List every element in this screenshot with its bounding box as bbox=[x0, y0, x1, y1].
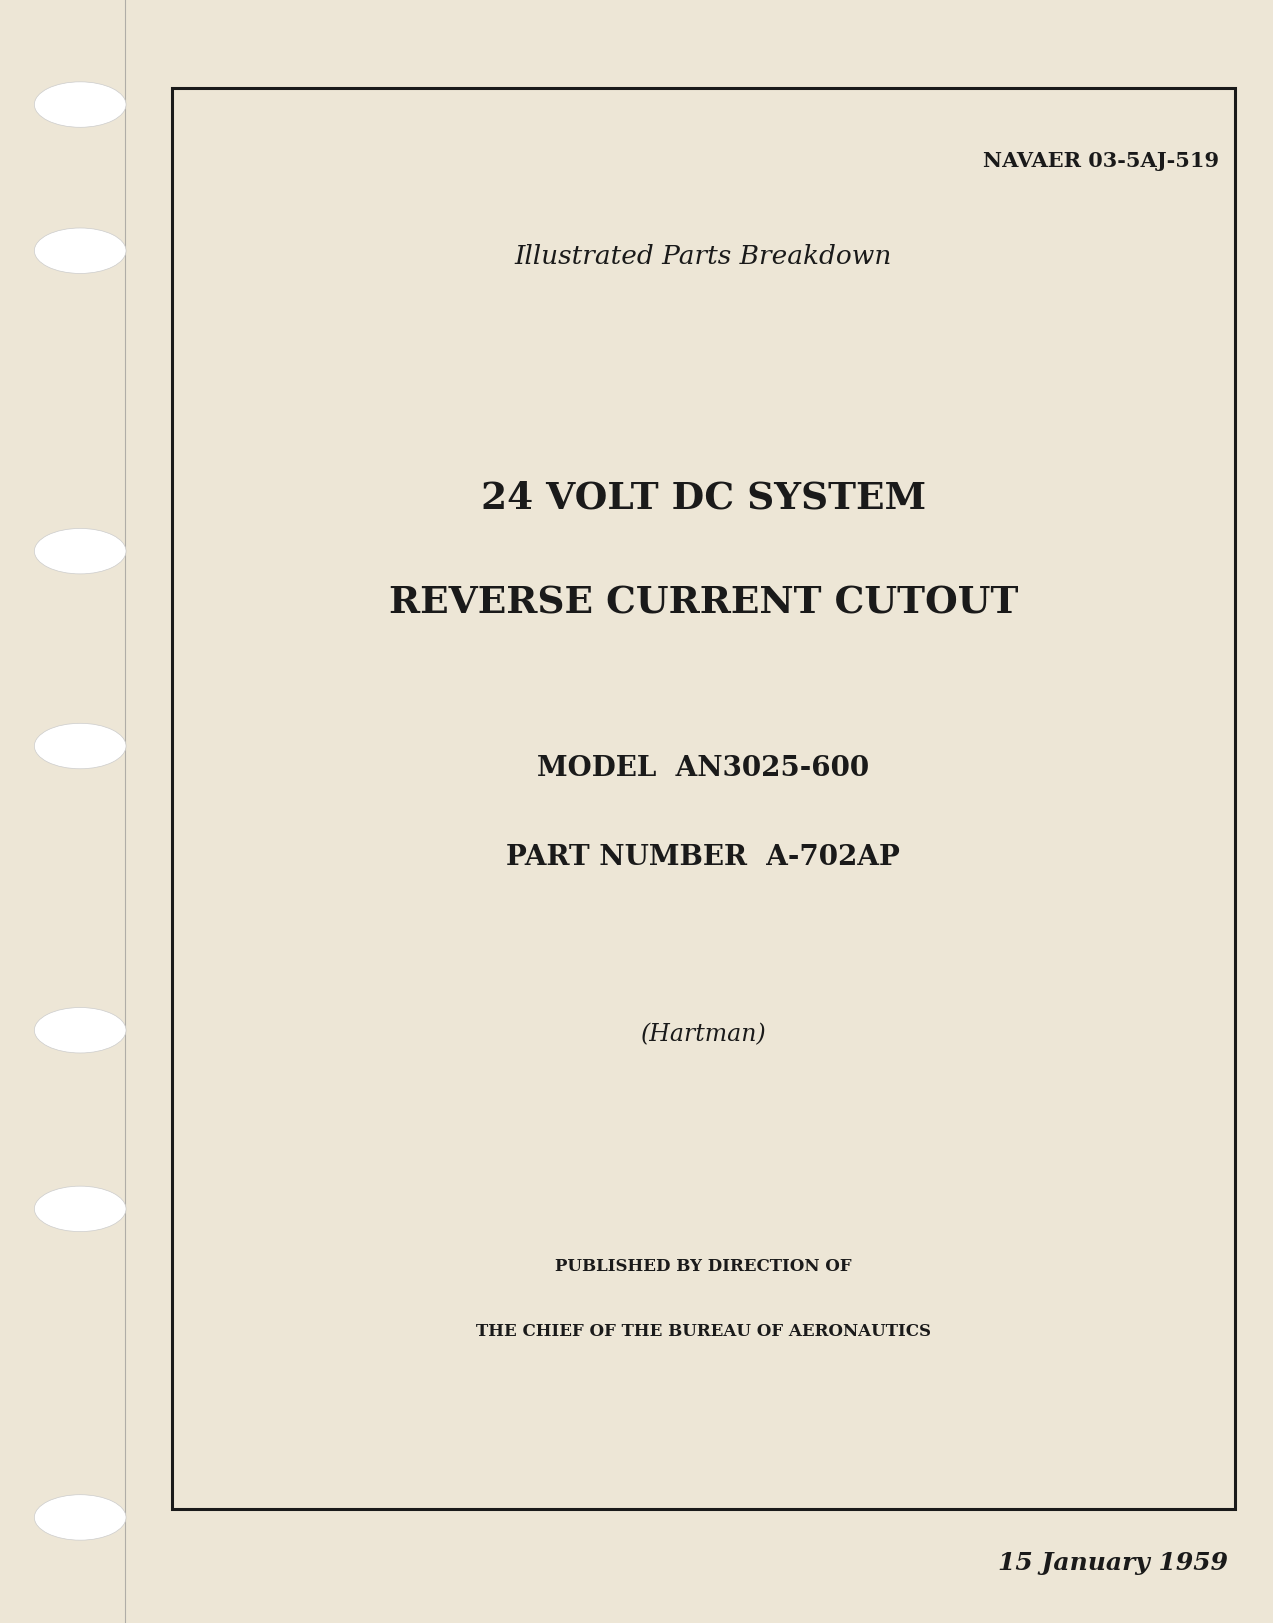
Text: PART NUMBER  A-702AP: PART NUMBER A-702AP bbox=[507, 844, 900, 872]
Ellipse shape bbox=[34, 229, 126, 274]
Text: NAVAER 03-5AJ-519: NAVAER 03-5AJ-519 bbox=[984, 151, 1220, 170]
Text: 15 January 1959: 15 January 1959 bbox=[998, 1550, 1228, 1574]
Ellipse shape bbox=[34, 83, 126, 128]
Text: Illustrated Parts Breakdown: Illustrated Parts Breakdown bbox=[514, 243, 892, 268]
Ellipse shape bbox=[34, 1495, 126, 1540]
Text: THE CHIEF OF THE BUREAU OF AERONAUTICS: THE CHIEF OF THE BUREAU OF AERONAUTICS bbox=[476, 1323, 931, 1339]
Text: PUBLISHED BY DIRECTION OF: PUBLISHED BY DIRECTION OF bbox=[555, 1258, 852, 1274]
Ellipse shape bbox=[34, 1008, 126, 1053]
Text: REVERSE CURRENT CUTOUT: REVERSE CURRENT CUTOUT bbox=[388, 584, 1018, 622]
Bar bbox=[172, 89, 1235, 1509]
Ellipse shape bbox=[34, 529, 126, 575]
Ellipse shape bbox=[34, 724, 126, 769]
Text: MODEL  AN3025-600: MODEL AN3025-600 bbox=[537, 755, 869, 782]
Text: (Hartman): (Hartman) bbox=[640, 1022, 766, 1045]
Ellipse shape bbox=[34, 1186, 126, 1232]
Text: 24 VOLT DC SYSTEM: 24 VOLT DC SYSTEM bbox=[481, 479, 925, 516]
